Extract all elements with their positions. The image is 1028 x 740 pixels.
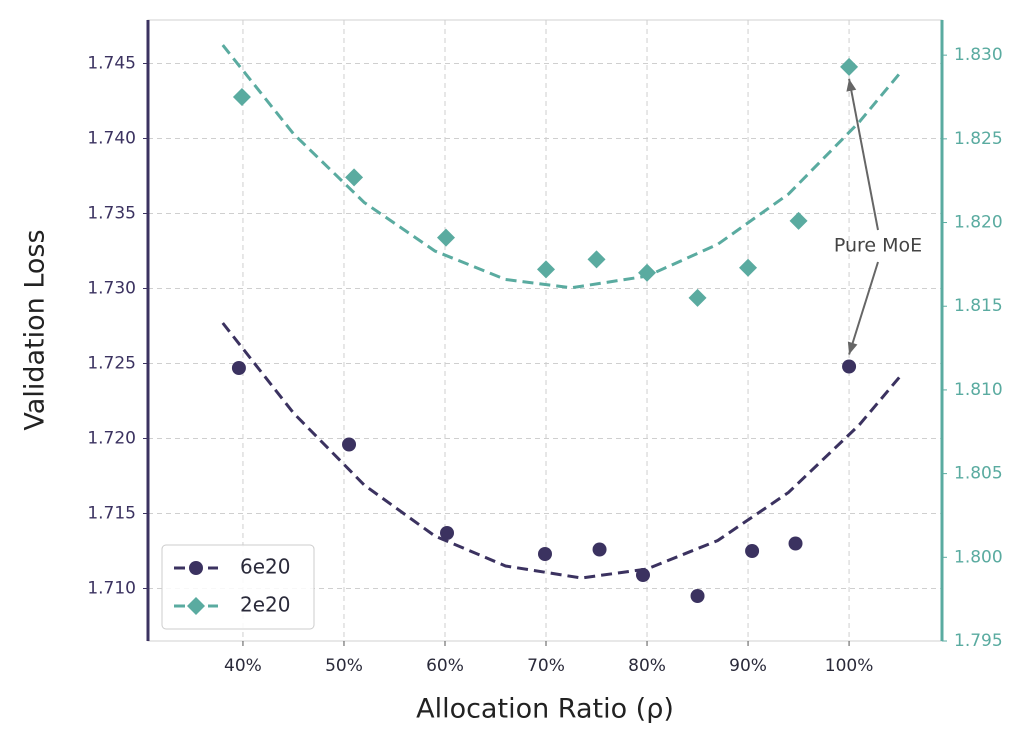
y2-tick-label: 1.795 [954, 631, 1003, 651]
fit-curve [221, 322, 901, 580]
y2-tick-label: 1.820 [954, 213, 1003, 233]
y-tick-label: 1.730 [87, 279, 136, 299]
diamond-marker [789, 211, 808, 230]
legend-box [161, 544, 315, 630]
diamond-marker [345, 168, 364, 187]
x-tick-label: 80% [628, 656, 666, 676]
arrow-head [846, 78, 857, 92]
annotation-arrow [848, 261, 879, 355]
circle-marker [842, 359, 857, 374]
diamond-marker [840, 57, 859, 76]
x-tick-label: 60% [426, 656, 464, 676]
y2-tick-label: 1.815 [954, 296, 1003, 316]
x-tick-label: 40% [224, 656, 262, 676]
diamond-marker [638, 263, 657, 282]
y2-tick-label: 1.825 [954, 129, 1003, 149]
legend-label: 6e20 [240, 555, 290, 579]
circle-marker [440, 526, 455, 540]
diamond-marker [437, 228, 456, 247]
x-tick-label: 100% [825, 656, 874, 676]
circle-marker [342, 437, 357, 452]
y-axis-label: Validation Loss [20, 229, 51, 430]
y2-tick-label: 1.830 [954, 45, 1003, 65]
circle-marker [690, 589, 705, 603]
circle-marker [635, 568, 650, 582]
x-tick-label: 90% [729, 656, 767, 676]
legend-marker [189, 561, 203, 575]
annotation-arrow [848, 78, 879, 231]
diamond-marker [537, 260, 556, 279]
circle-marker [745, 544, 760, 558]
y-tick-label: 1.740 [87, 129, 136, 149]
circle-marker [231, 361, 246, 375]
diamond-marker [688, 288, 707, 307]
y-tick-label: 1.720 [87, 429, 136, 449]
y2-tick-label: 1.805 [954, 464, 1003, 484]
x-tick-label: 50% [325, 656, 363, 676]
circle-marker [538, 547, 552, 561]
y-tick-label: 1.745 [87, 54, 136, 74]
y2-tick-label: 1.810 [954, 380, 1003, 400]
y-tick-label: 1.725 [87, 354, 136, 374]
circle-marker [592, 542, 607, 557]
y-tick-label: 1.715 [87, 504, 136, 524]
annotation: Pure MoE [834, 235, 922, 257]
legend-label: 2e20 [240, 593, 290, 617]
legend-marker [187, 597, 205, 615]
arrow-head [847, 341, 858, 355]
x-tick-label: 70% [527, 656, 565, 676]
diamond-marker [739, 258, 758, 277]
y2-tick-label: 1.800 [954, 547, 1003, 567]
diamond-marker [232, 87, 251, 106]
y-tick-label: 1.735 [87, 204, 136, 224]
circle-marker [788, 536, 803, 551]
fit-curve [221, 44, 901, 290]
x-axis-label: Allocation Ratio (ρ) [416, 694, 674, 725]
y-tick-label: 1.710 [87, 579, 136, 599]
diamond-marker [587, 250, 606, 269]
